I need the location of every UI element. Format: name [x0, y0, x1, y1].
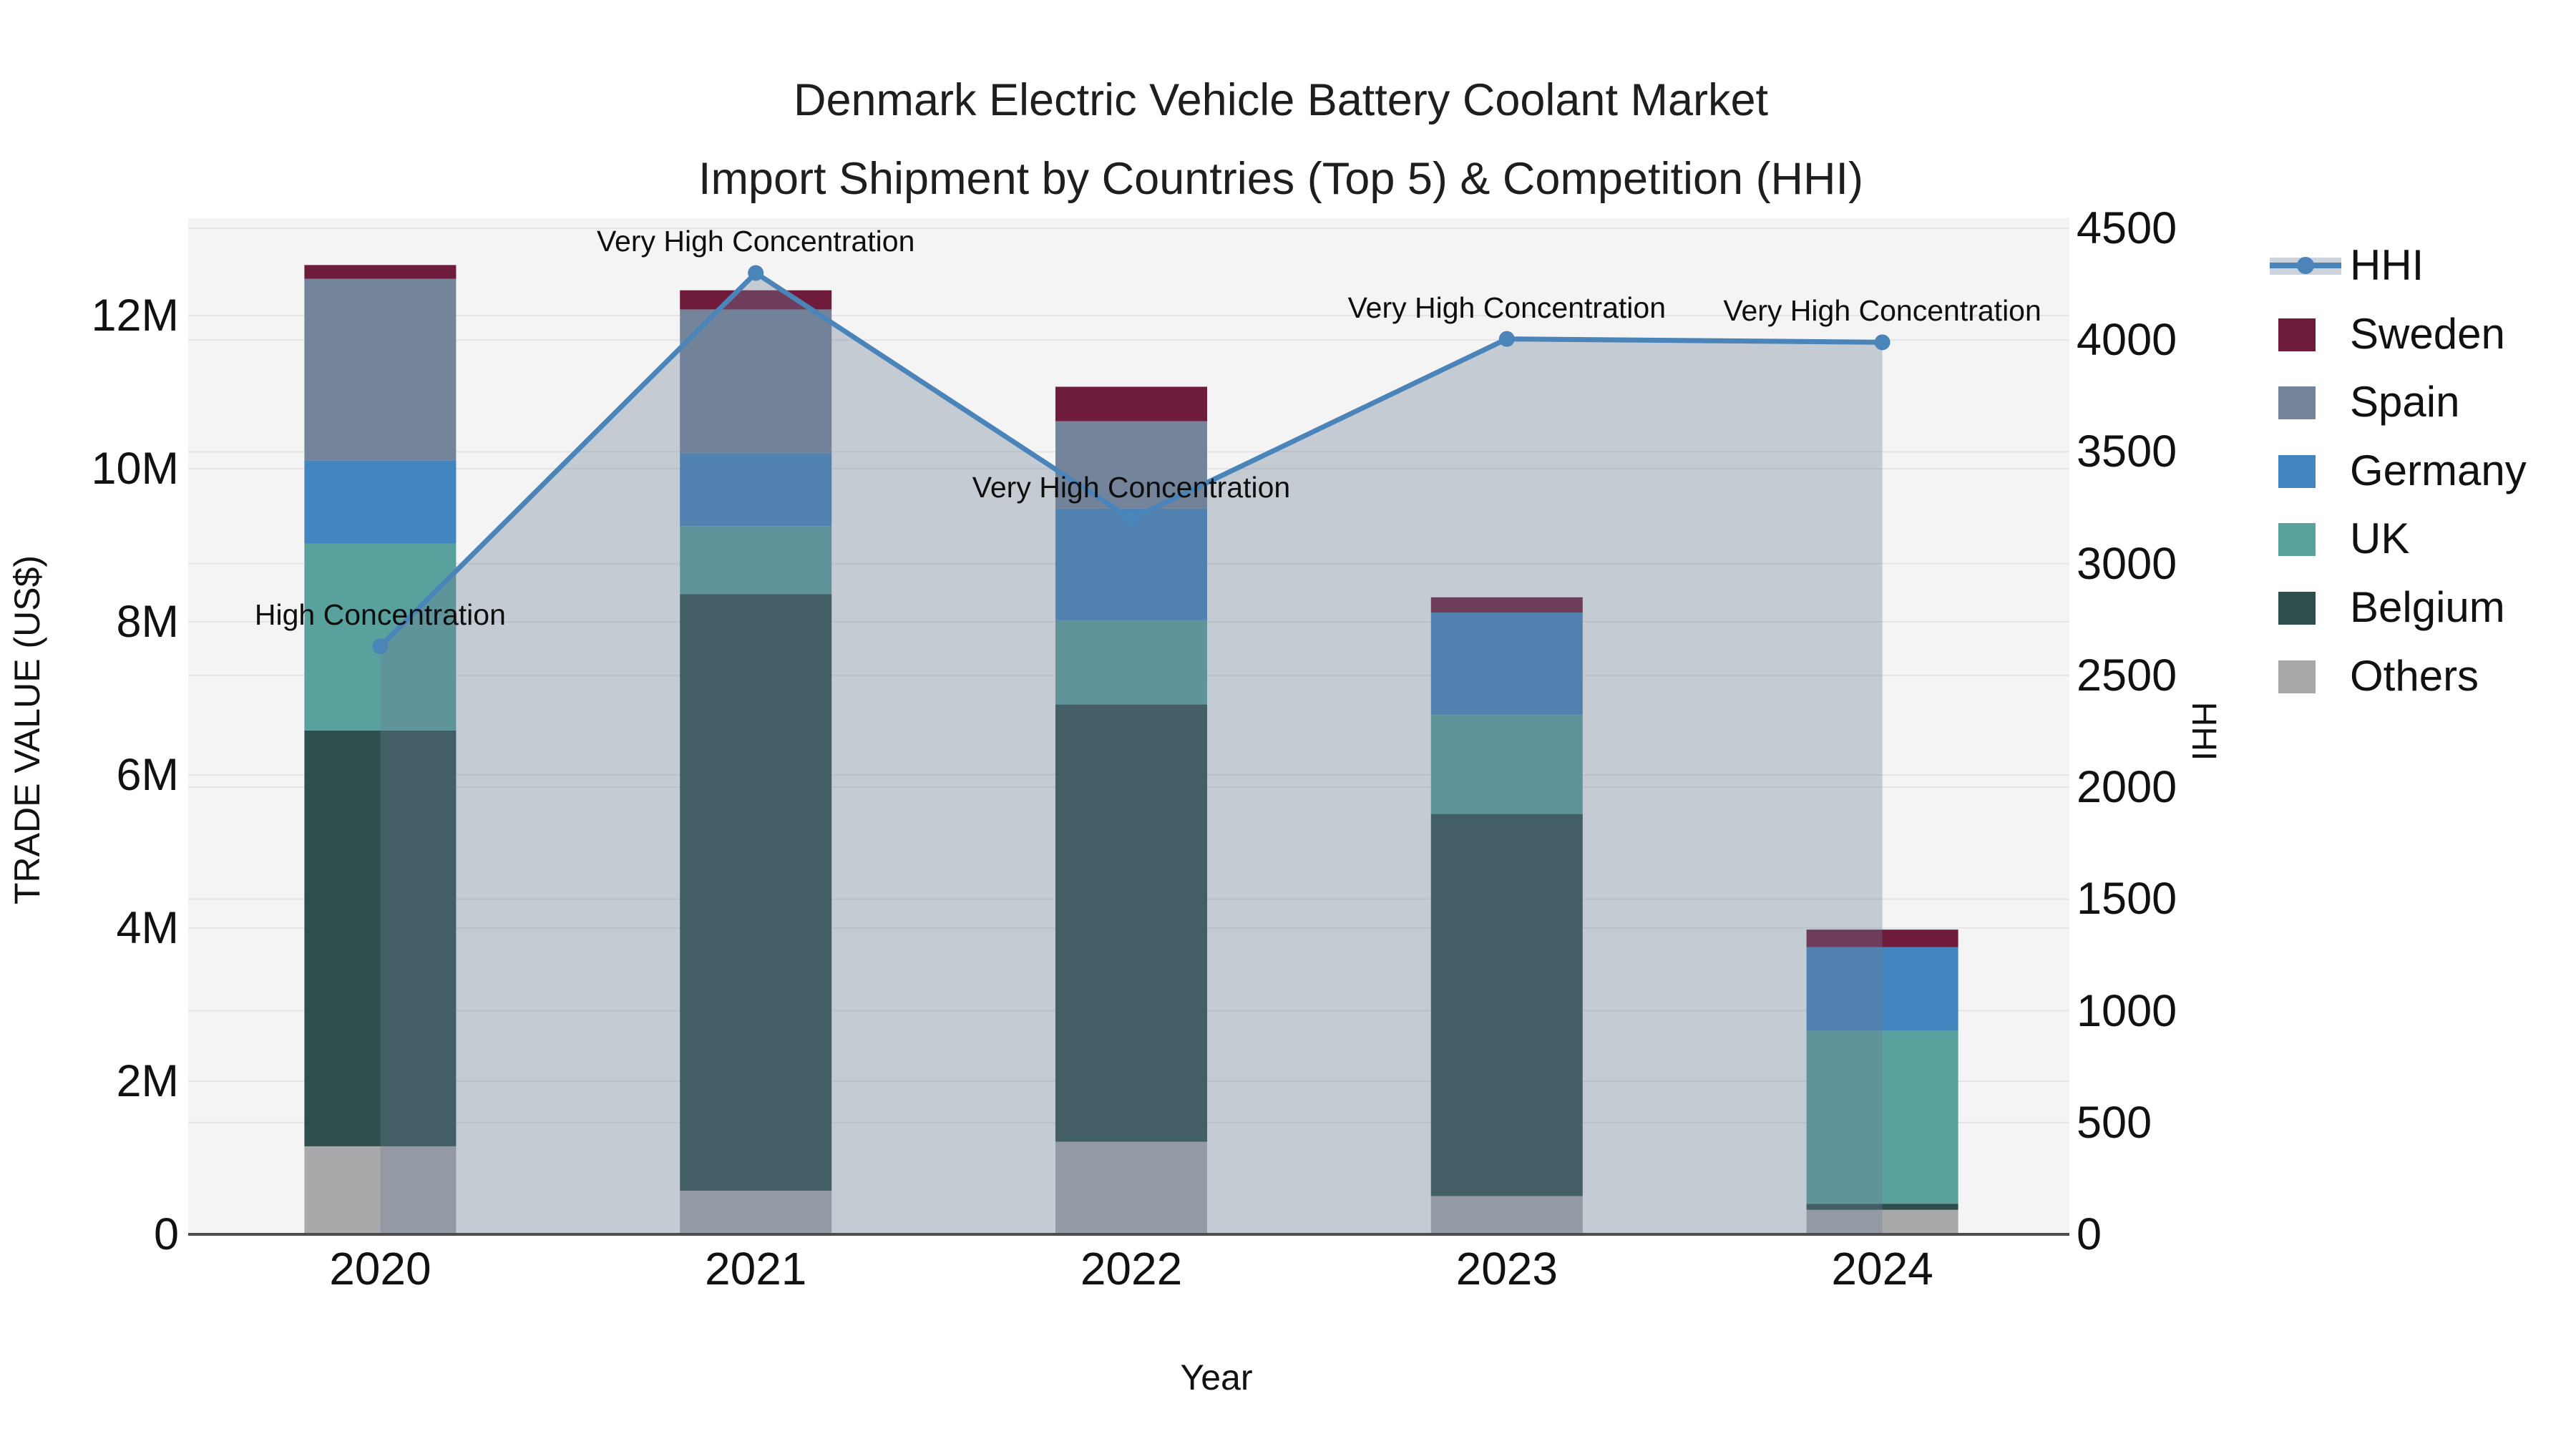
y-right-tick-3000: 3000 — [2077, 538, 2177, 589]
legend-sample-germany — [2268, 449, 2346, 493]
x-tick-2023: 2023 — [1455, 1243, 1558, 1294]
y-right-tick-0: 0 — [2077, 1209, 2102, 1259]
legend-label-belgium: Belgium — [2350, 583, 2505, 631]
x-tick-2024: 2024 — [1831, 1243, 1933, 1294]
legend-sample-sweden — [2268, 312, 2346, 356]
annotation-2020: High Concentration — [254, 598, 506, 632]
bar-segment-germany-2024[interactable] — [1806, 947, 1958, 1031]
y-right-tick-2000: 2000 — [2077, 762, 2177, 813]
bar-segment-belgium-2021[interactable] — [680, 594, 832, 1191]
bar-segment-sweden-2020[interactable] — [304, 265, 457, 279]
bar-segment-sweden-2023[interactable] — [1430, 597, 1583, 613]
bar-segment-others-2020[interactable] — [304, 1146, 457, 1234]
legend-item-others[interactable]: Others — [2268, 651, 2479, 700]
bar-segment-spain-2021[interactable] — [680, 309, 832, 454]
legend-item-germany[interactable]: Germany — [2268, 446, 2527, 494]
legend-label-spain: Spain — [2350, 378, 2460, 426]
sweden-color-swatch — [2278, 318, 2316, 351]
chart-title-line1: Denmark Electric Vehicle Battery Coolant… — [793, 75, 1769, 125]
y-left-tick-10M: 10M — [91, 444, 179, 494]
y-left-tick-8M: 8M — [116, 597, 179, 647]
hhi-line-sample — [2270, 257, 2341, 275]
spain-color-swatch — [2278, 386, 2316, 420]
y-right-tick-2500: 2500 — [2077, 650, 2177, 701]
y-left-tick-6M: 6M — [116, 750, 179, 800]
bar-segment-uk-2021[interactable] — [680, 526, 832, 595]
y-left-tick-4M: 4M — [116, 903, 179, 953]
bar-segment-others-2024[interactable] — [1806, 1209, 1958, 1234]
bar-segment-germany-2022[interactable] — [1055, 508, 1207, 620]
bar-segment-uk-2024[interactable] — [1806, 1030, 1958, 1204]
legend-item-sweden[interactable]: Sweden — [2268, 309, 2505, 358]
belgium-color-swatch — [2278, 592, 2316, 625]
bar-segment-belgium-2024[interactable] — [1806, 1204, 1958, 1210]
hhi-area-fill — [380, 273, 1883, 1234]
legend-label-others: Others — [2350, 651, 2479, 700]
y-left-tick-2M: 2M — [116, 1056, 179, 1106]
bar-segment-belgium-2020[interactable] — [304, 730, 457, 1146]
legend-item-uk[interactable]: UK — [2268, 517, 2409, 561]
legend-label-hhi: HHI — [2350, 241, 2424, 289]
uk-color-swatch — [2278, 523, 2316, 557]
chart-title-line2: Import Shipment by Countries (Top 5) & C… — [698, 154, 1864, 204]
bar-segment-others-2021[interactable] — [680, 1191, 832, 1234]
bar-segment-belgium-2023[interactable] — [1430, 814, 1583, 1196]
annotation-2022: Very High Concentration — [972, 471, 1291, 504]
annotation-2023: Very High Concentration — [1347, 291, 1666, 324]
germany-color-swatch — [2278, 454, 2316, 488]
bar-segment-belgium-2022[interactable] — [1055, 704, 1207, 1142]
bar-segment-uk-2022[interactable] — [1055, 620, 1207, 705]
y-right-tick-1000: 1000 — [2077, 985, 2177, 1036]
bar-segment-spain-2020[interactable] — [304, 278, 457, 461]
bar-segment-germany-2021[interactable] — [680, 453, 832, 527]
y-right-tick-4000: 4000 — [2077, 315, 2177, 366]
bar-segment-sweden-2022[interactable] — [1055, 386, 1207, 421]
y-right-tick-3500: 3500 — [2077, 426, 2177, 477]
x-axis-title: Year — [1180, 1357, 1253, 1397]
legend-sample-others — [2268, 654, 2346, 698]
hhi-marker-2020[interactable] — [372, 638, 389, 655]
bar-segment-germany-2023[interactable] — [1430, 613, 1583, 715]
legend-item-spain[interactable]: Spain — [2268, 380, 2459, 424]
bar-segment-others-2023[interactable] — [1430, 1196, 1583, 1235]
y-right-tick-4500: 4500 — [2077, 203, 2177, 253]
y-right-tick-1500: 1500 — [2077, 874, 2177, 924]
y-left-tick-0: 0 — [153, 1209, 179, 1259]
bar-segment-germany-2020[interactable] — [304, 460, 457, 544]
others-color-swatch — [2278, 660, 2316, 693]
legend-sample-uk — [2268, 517, 2346, 561]
hhi-marker-2021[interactable] — [748, 265, 764, 281]
legend-sample-hhi — [2268, 243, 2346, 288]
legend-label-germany: Germany — [2350, 446, 2527, 494]
legend-item-belgium[interactable]: Belgium — [2268, 585, 2505, 630]
x-tick-2021: 2021 — [705, 1243, 807, 1294]
x-tick-2022: 2022 — [1080, 1243, 1183, 1294]
bar-segment-uk-2023[interactable] — [1430, 714, 1583, 814]
annotation-2024: Very High Concentration — [1723, 294, 2041, 328]
hhi-marker-2023[interactable] — [1498, 331, 1515, 347]
legend-sample-spain — [2268, 380, 2346, 424]
bar-segment-uk-2020[interactable] — [304, 543, 457, 731]
legend-item-hhi[interactable]: HHI — [2268, 243, 2424, 288]
hhi-marker-2024[interactable] — [1874, 334, 1890, 351]
legend-label-uk: UK — [2350, 514, 2410, 563]
hhi-marker-2022[interactable] — [1123, 511, 1139, 527]
y-left-tick-12M: 12M — [91, 291, 179, 341]
bar-segment-sweden-2024[interactable] — [1806, 930, 1958, 947]
legend-sample-belgium — [2268, 585, 2346, 630]
bar-segment-others-2022[interactable] — [1055, 1141, 1207, 1234]
y-right-tick-500: 500 — [2077, 1097, 2152, 1148]
legend-label-sweden: Sweden — [2350, 309, 2505, 358]
annotation-2021: Very High Concentration — [596, 225, 915, 258]
x-tick-2020: 2020 — [329, 1243, 431, 1294]
